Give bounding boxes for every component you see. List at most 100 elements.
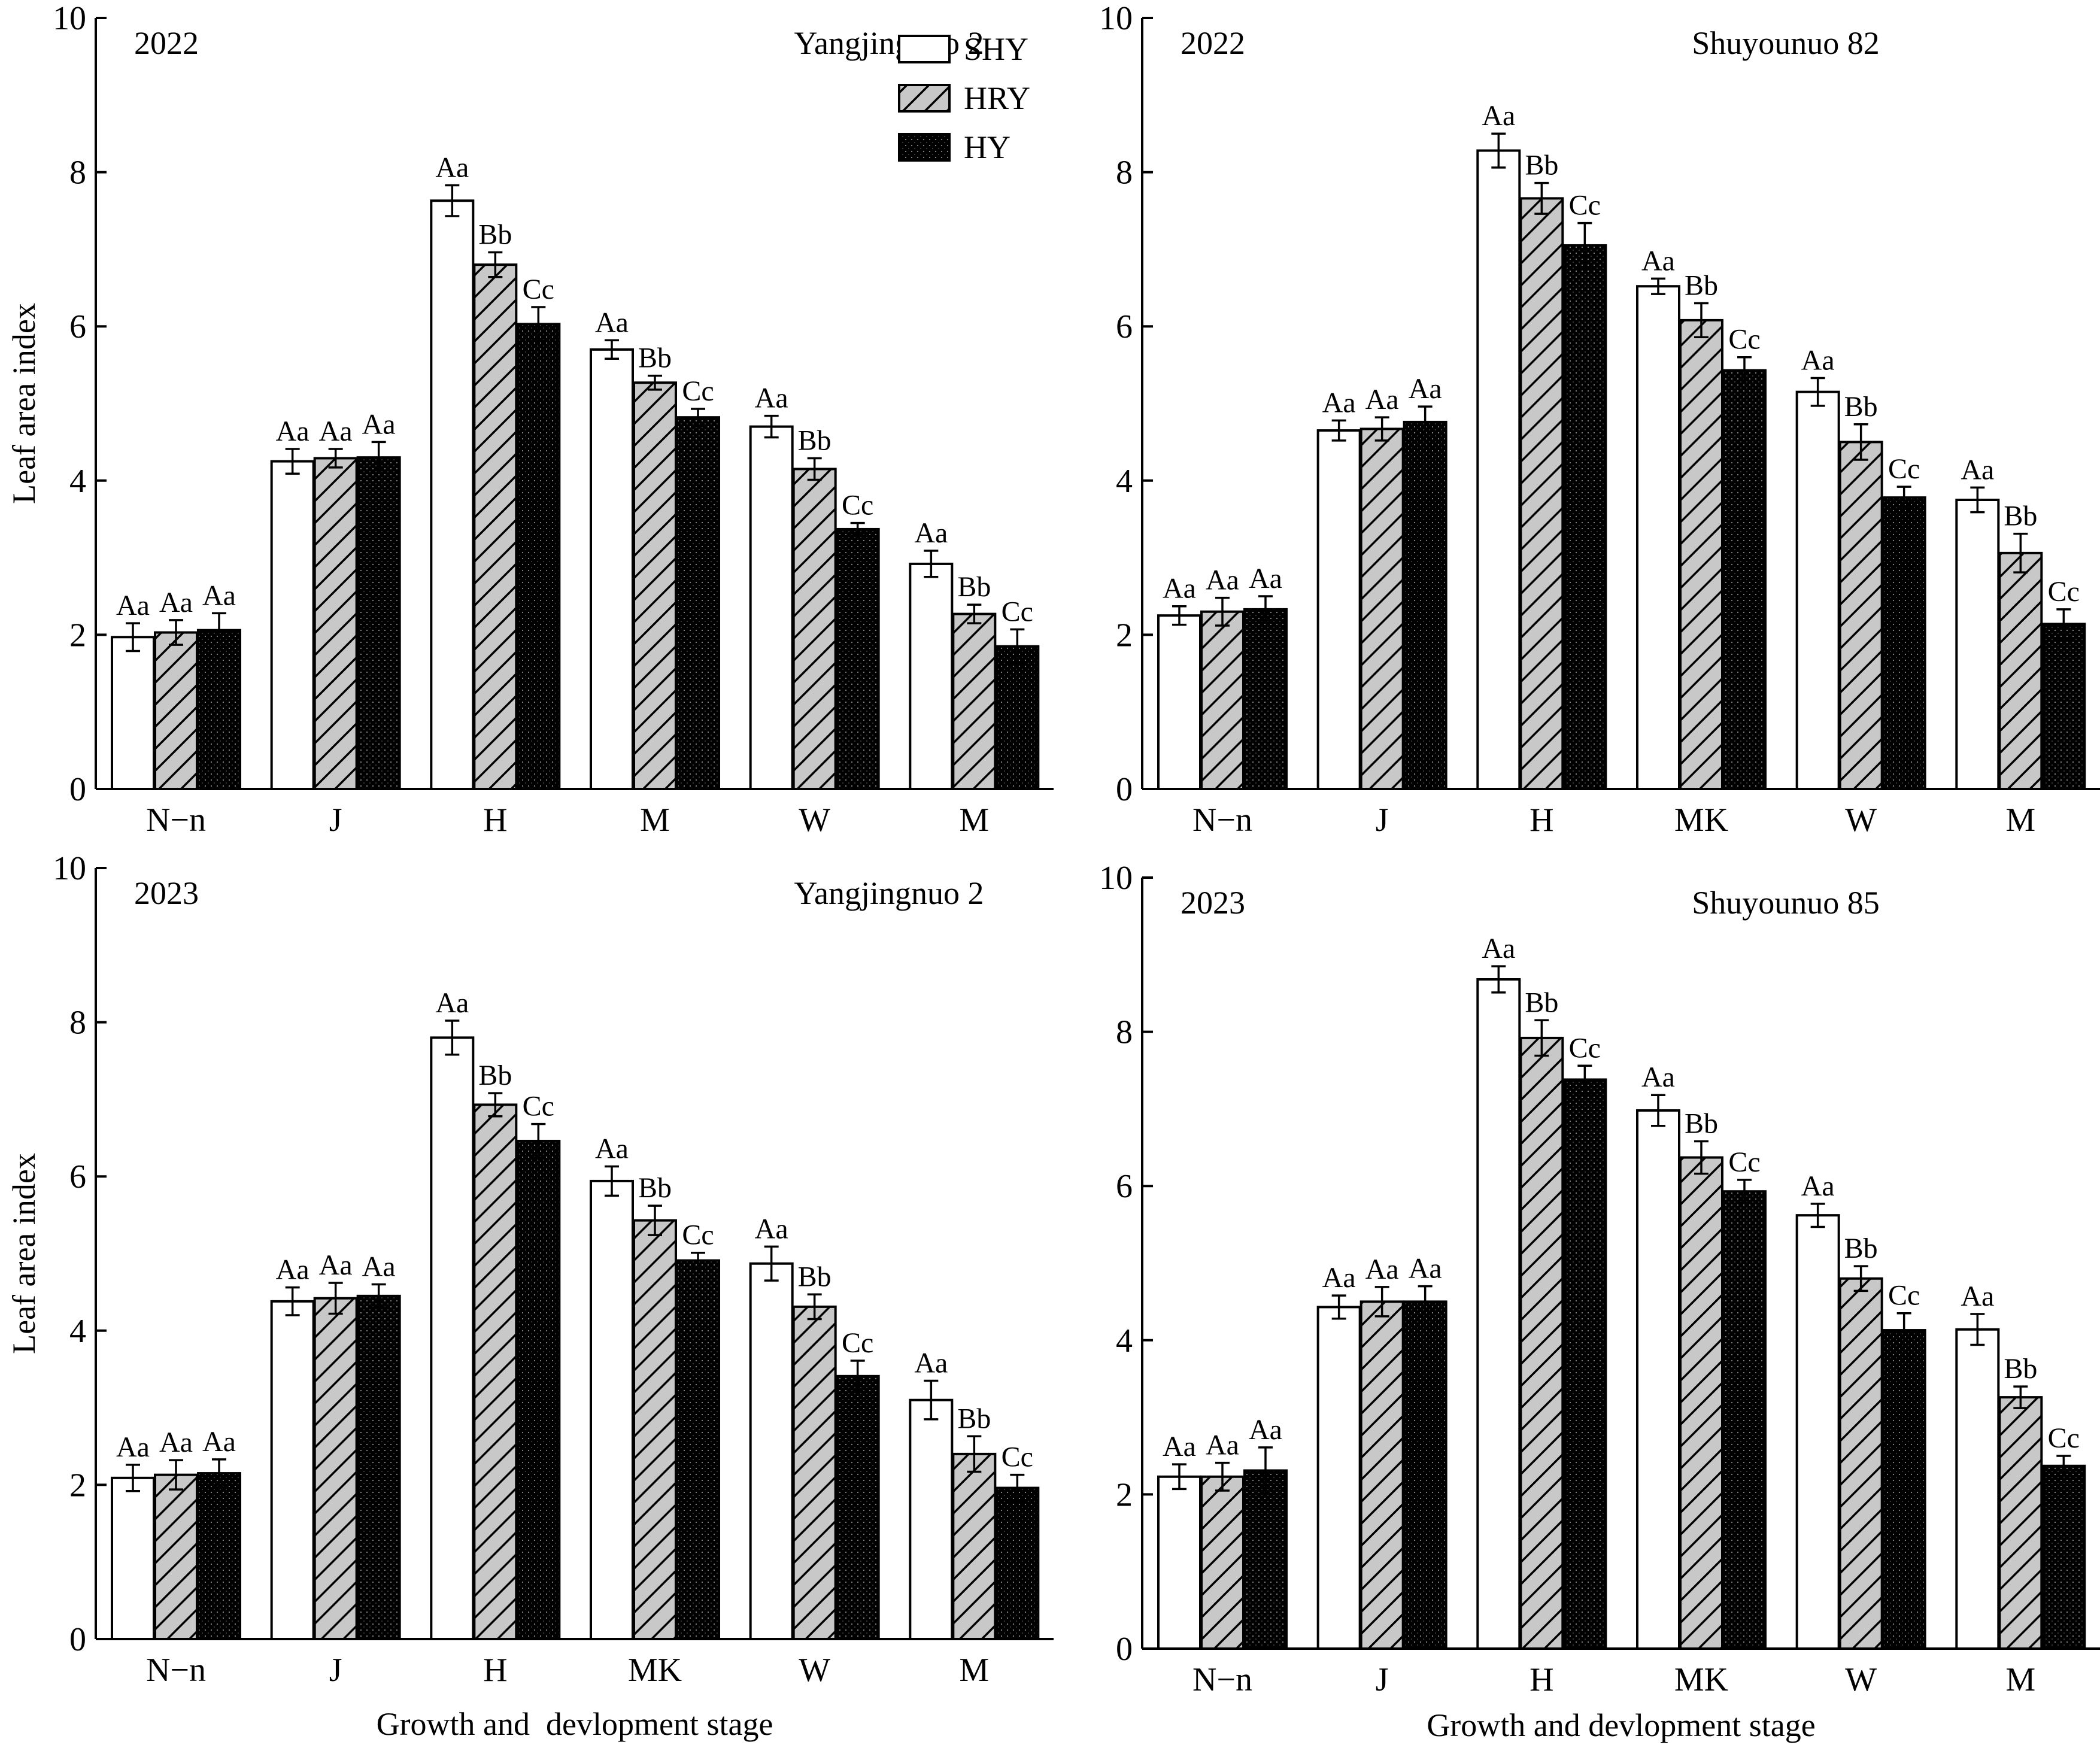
- x-category-label: M: [2005, 1661, 2035, 1698]
- legend-entry-hy: HY: [898, 129, 1010, 165]
- x-category-label: H: [483, 802, 507, 839]
- bar-hry: [154, 631, 198, 790]
- significance-label: Aa: [1163, 1431, 1196, 1462]
- x-category-label: MK: [1674, 1661, 1728, 1698]
- bar-hry: [313, 1297, 358, 1641]
- significance-label: Cc: [1569, 190, 1601, 221]
- bar-hry: [154, 1473, 198, 1640]
- x-category-label: N−n: [146, 802, 206, 839]
- x-category-label: J: [329, 1652, 342, 1689]
- bar-hy: [1881, 1329, 1926, 1650]
- significance-label: Bb: [957, 1403, 991, 1434]
- x-category-label: M: [959, 802, 989, 839]
- bar-hy: [1722, 1190, 1767, 1650]
- significance-label: Aa: [362, 408, 396, 440]
- bar-hry: [792, 468, 837, 790]
- bar-hy: [1881, 496, 1926, 790]
- significance-label: Aa: [362, 1251, 396, 1283]
- significance-label: Aa: [914, 517, 948, 549]
- significance-label: Cc: [2048, 576, 2080, 608]
- significance-label: Cc: [842, 490, 873, 521]
- significance-label: Aa: [1163, 573, 1196, 605]
- chart-panel: 0 2 4 6 8 10 2022 Shuyounuo 82 Aa Aa Aa N−n Aa Aa Aa J A…: [1099, 0, 2100, 839]
- significance-label: Cc: [1002, 596, 1033, 627]
- legend-label-shy: SHY: [964, 31, 1028, 67]
- bar-shy: [430, 1036, 475, 1640]
- significance-label: Aa: [1641, 1061, 1675, 1093]
- bar-shy: [590, 348, 634, 790]
- bar-shy: [1476, 978, 1521, 1650]
- bar-shy: [1476, 149, 1521, 790]
- significance-label: Bb: [1685, 1107, 1718, 1139]
- significance-label: Aa: [595, 1133, 629, 1164]
- significance-label: Aa: [595, 306, 629, 338]
- significance-label: Aa: [1206, 565, 1239, 596]
- significance-label: Aa: [1322, 1262, 1356, 1294]
- y-tick-label: 4: [69, 463, 86, 500]
- significance-label: Bb: [638, 342, 672, 374]
- significance-label: Aa: [1961, 1280, 1994, 1312]
- bar-shy: [1955, 499, 2000, 790]
- significance-label: Bb: [1844, 1233, 1878, 1264]
- bar-shy: [1316, 1306, 1361, 1650]
- bar-hy: [1403, 420, 1447, 790]
- significance-label: Aa: [1801, 344, 1835, 376]
- significance-label: Cc: [682, 1219, 714, 1251]
- x-category-label: M: [640, 802, 670, 839]
- significance-label: Cc: [1888, 1280, 1920, 1312]
- y-tick-label: 4: [69, 1313, 86, 1350]
- bar-shy: [1636, 1109, 1680, 1650]
- legend-swatch-hry: [898, 84, 951, 113]
- bar-shy: [270, 1300, 315, 1640]
- significance-label: Cc: [2048, 1422, 2080, 1454]
- significance-label: Aa: [1482, 100, 1515, 132]
- y-tick-label: 2: [1116, 1476, 1133, 1513]
- x-category-label: H: [1530, 802, 1553, 839]
- bar-hy: [197, 629, 241, 790]
- significance-label: Aa: [202, 1426, 236, 1458]
- y-tick-label: 0: [1116, 1631, 1133, 1668]
- y-tick-label: 2: [69, 1467, 86, 1504]
- panel-year-label: 2023: [1181, 885, 1245, 921]
- bar-hry: [1359, 427, 1404, 790]
- y-axis-title: Leaf area index: [6, 1153, 42, 1354]
- significance-label: Aa: [435, 151, 469, 183]
- significance-label: Cc: [1728, 1146, 1760, 1178]
- y-tick-label: 8: [1116, 154, 1133, 192]
- bar-hry: [633, 1219, 677, 1640]
- significance-label: Cc: [523, 274, 554, 305]
- bar-hry: [473, 1103, 518, 1640]
- bar-hy: [356, 456, 401, 790]
- y-tick-label: 8: [69, 154, 86, 192]
- y-tick-label: 0: [1116, 771, 1133, 808]
- significance-label: Bb: [1525, 987, 1558, 1018]
- x-category-label: J: [329, 802, 342, 839]
- panel-variety-label: Yangjingnuo 2: [794, 25, 984, 61]
- significance-label: Aa: [159, 587, 193, 618]
- bar-hy: [2041, 623, 2086, 791]
- bar-shy: [1955, 1328, 2000, 1650]
- y-tick-label: 2: [69, 617, 86, 654]
- x-category-label: W: [1845, 1661, 1877, 1698]
- bar-hy: [1243, 608, 1288, 790]
- y-tick-label: 6: [1116, 308, 1133, 345]
- bar-hry: [313, 457, 358, 790]
- bar-shy: [270, 460, 315, 790]
- y-tick-label: 0: [69, 1621, 86, 1658]
- bar-hry: [1200, 1475, 1245, 1650]
- significance-label: Aa: [159, 1427, 193, 1458]
- x-category-label: J: [1376, 1661, 1389, 1698]
- panel-year-label: 2023: [134, 875, 199, 911]
- significance-label: Aa: [276, 415, 309, 447]
- significance-label: Cc: [1569, 1032, 1601, 1064]
- panel-year-label: 2022: [134, 25, 199, 61]
- y-tick-label: 6: [69, 1158, 86, 1195]
- bar-hry: [1519, 1036, 1564, 1650]
- bar-shy: [1157, 614, 1201, 790]
- bar-hy: [197, 1472, 241, 1641]
- bar-hy: [516, 1139, 561, 1640]
- significance-label: Bb: [638, 1172, 672, 1204]
- x-category-label: H: [483, 1652, 507, 1689]
